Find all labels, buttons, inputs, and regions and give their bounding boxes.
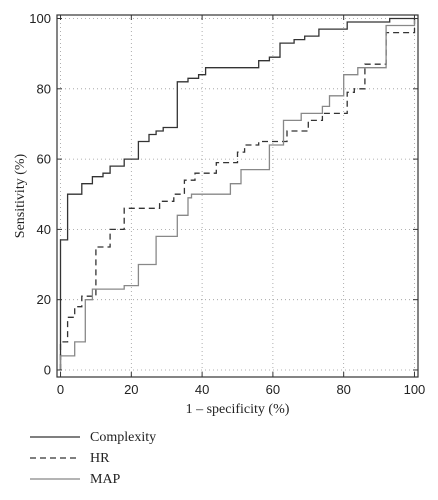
series-line-hr bbox=[59, 18, 416, 370]
x-axis-title: 1 – specificity (%) bbox=[186, 402, 290, 417]
x-tick-label: 20 bbox=[124, 382, 138, 397]
x-tick-label: 80 bbox=[336, 382, 350, 397]
legend-label: Complexity bbox=[90, 430, 156, 445]
y-tick-label: 0 bbox=[44, 362, 51, 377]
y-tick-label: 20 bbox=[37, 292, 51, 307]
y-tick-label: 40 bbox=[37, 222, 51, 237]
y-tick-label: 60 bbox=[37, 152, 51, 167]
series-layer bbox=[59, 17, 416, 370]
x-tick-label: 40 bbox=[195, 382, 209, 397]
legend-label: MAP bbox=[90, 472, 121, 487]
x-tick-label: 0 bbox=[57, 382, 64, 397]
x-tick-label: 60 bbox=[266, 382, 280, 397]
y-axis-title: Sensitivity (%) bbox=[13, 153, 28, 238]
grid-layer bbox=[57, 15, 418, 377]
series-line-map bbox=[59, 18, 416, 370]
series-line-complexity bbox=[59, 17, 415, 370]
legend-label: HR bbox=[90, 451, 110, 466]
tick-layer: 0 20 40 60 80 100 0 20 40 60 80 100 bbox=[29, 11, 425, 397]
y-tick-label: 100 bbox=[29, 11, 51, 26]
y-tick-label: 80 bbox=[37, 81, 51, 96]
x-tick-label: 100 bbox=[404, 382, 426, 397]
legend: Complexity HR MAP bbox=[30, 430, 156, 487]
plot-frame bbox=[56, 14, 419, 378]
